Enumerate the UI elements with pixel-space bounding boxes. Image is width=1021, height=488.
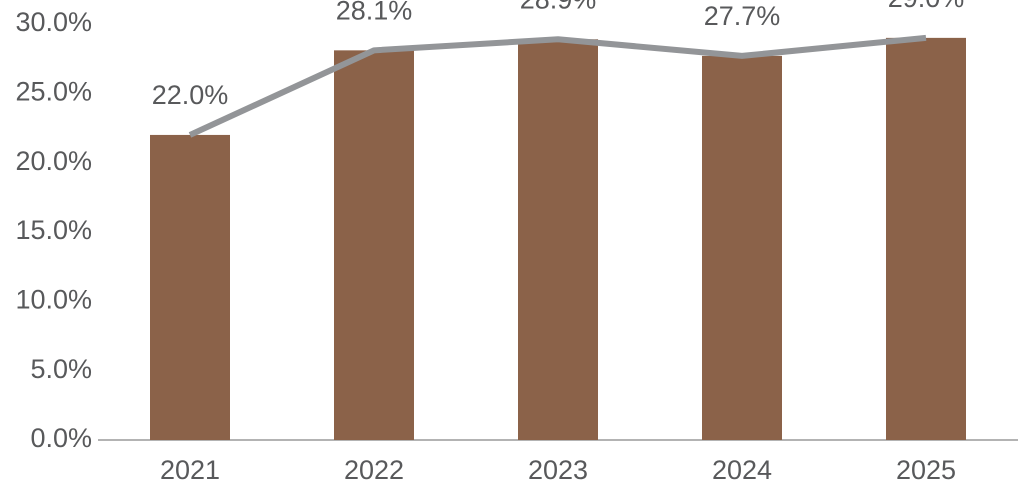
bar <box>702 55 782 440</box>
y-tick-label: 0.0% <box>30 423 92 453</box>
y-tick-label: 10.0% <box>15 284 92 314</box>
data-label: 28.1% <box>336 0 413 25</box>
bar <box>334 50 414 440</box>
line <box>188 34 927 138</box>
x-tick-label: 2025 <box>896 455 956 485</box>
x-tick-label: 2022 <box>344 455 404 485</box>
x-tick-label: 2024 <box>712 455 772 485</box>
y-tick-label: 25.0% <box>15 76 92 106</box>
y-tick-label: 5.0% <box>30 354 92 384</box>
data-label: 29.0% <box>888 0 965 13</box>
data-label: 28.9% <box>520 0 597 14</box>
bar <box>886 37 966 440</box>
bar <box>518 39 598 441</box>
x-tick-label: 2023 <box>528 455 588 485</box>
y-tick-label: 20.0% <box>15 146 92 176</box>
x-tick-label: 2021 <box>160 455 220 485</box>
bar <box>150 134 230 440</box>
data-label: 22.0% <box>152 80 229 110</box>
y-tick-label: 30.0% <box>15 7 92 37</box>
y-tick-label: 15.0% <box>15 215 92 245</box>
data-label: 27.7% <box>704 1 781 31</box>
